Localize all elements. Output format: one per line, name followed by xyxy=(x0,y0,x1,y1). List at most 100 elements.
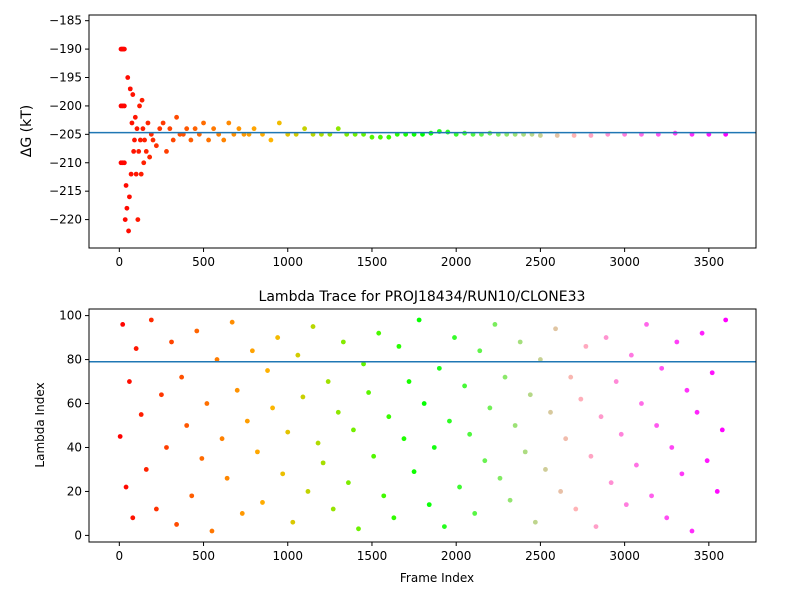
lambda-point xyxy=(138,412,144,417)
lambda-x-tick-label: 500 xyxy=(192,549,215,563)
free-energy-point xyxy=(129,120,135,126)
lambda-point xyxy=(361,361,366,367)
lambda-point xyxy=(558,489,564,494)
free-energy-point xyxy=(164,148,169,154)
lambda-point xyxy=(340,339,346,345)
free-energy-point xyxy=(167,126,173,132)
free-energy-point xyxy=(276,120,282,126)
lambda-point xyxy=(381,493,387,499)
free-energy-point xyxy=(127,86,133,92)
lambda-y-tick-label: 0 xyxy=(74,528,82,542)
lambda-point xyxy=(502,374,508,380)
free-energy-x-tick-label: 500 xyxy=(192,255,215,269)
lambda-point xyxy=(143,467,149,472)
free-energy-y-tick-label: −205 xyxy=(49,127,82,141)
lambda-y-tick-label: 60 xyxy=(67,397,82,411)
lambda-title: Lambda Trace for PROJ18434/RUN10/CLONE33 xyxy=(259,289,586,305)
lambda-point xyxy=(563,436,569,442)
lambda-point xyxy=(123,484,129,490)
lambda-point xyxy=(325,379,331,384)
lambda-point xyxy=(654,423,660,428)
lambda-point xyxy=(442,524,447,530)
free-energy-point xyxy=(128,171,134,177)
lambda-point xyxy=(249,348,255,354)
lambda-point xyxy=(300,394,306,400)
free-energy-point xyxy=(121,46,127,52)
free-energy-point xyxy=(138,171,144,177)
lambda-point xyxy=(477,348,483,354)
free-energy-point xyxy=(131,148,137,154)
lambda-point xyxy=(431,445,437,450)
free-energy-point xyxy=(184,126,190,132)
lambda-point xyxy=(159,392,164,398)
lambda-point xyxy=(356,526,361,532)
lambda-point xyxy=(644,321,649,327)
lambda-point xyxy=(613,379,619,384)
lambda-point xyxy=(628,352,634,358)
free-energy-point xyxy=(588,133,594,138)
free-energy-y-ticks: −185 −190 −195 −200 −205 −210 −215 −220 xyxy=(49,14,89,227)
free-energy-point xyxy=(571,133,577,138)
lambda-point xyxy=(699,330,705,336)
free-energy-y-tick-label: −190 xyxy=(49,42,82,56)
lambda-point xyxy=(386,414,392,420)
free-energy-point xyxy=(157,126,163,132)
free-energy-point xyxy=(170,137,176,143)
lambda-point xyxy=(224,475,230,481)
lambda-point xyxy=(426,502,432,508)
lambda-point xyxy=(280,471,286,477)
lambda-point xyxy=(553,326,558,332)
lambda-point xyxy=(664,515,670,521)
free-energy-point xyxy=(135,217,141,222)
lambda-point xyxy=(260,500,265,505)
free-energy-point xyxy=(125,75,131,80)
lambda-point xyxy=(674,339,680,345)
lambda-point xyxy=(285,429,291,435)
lambda-point xyxy=(492,321,498,327)
free-energy-point xyxy=(133,171,139,177)
lambda-point xyxy=(623,502,629,508)
lambda-point xyxy=(184,423,190,428)
lambda-x-tick-label: 2000 xyxy=(441,549,472,563)
lambda-point xyxy=(704,458,710,464)
free-energy-point xyxy=(192,126,198,132)
lambda-point xyxy=(436,365,442,371)
lambda-point xyxy=(295,352,301,358)
free-energy-y-tick-label: −185 xyxy=(49,14,82,28)
free-energy-point xyxy=(226,120,232,126)
lambda-point xyxy=(164,445,169,450)
free-energy-point xyxy=(145,120,151,126)
lambda-point xyxy=(639,401,644,406)
lambda-point xyxy=(447,418,452,424)
free-energy-point xyxy=(377,134,383,140)
lambda-point xyxy=(234,387,240,393)
free-energy-point xyxy=(121,160,127,166)
lambda-point xyxy=(659,365,665,371)
lambda-point xyxy=(391,515,397,521)
free-energy-point xyxy=(251,126,257,132)
lambda-point xyxy=(305,489,311,494)
free-energy-point xyxy=(206,137,211,143)
lambda-point xyxy=(578,396,584,402)
lambda-plot-frame xyxy=(88,308,757,543)
free-energy-y-tick-label: −195 xyxy=(49,71,82,85)
free-energy-point xyxy=(137,137,143,143)
lambda-point xyxy=(527,392,533,398)
free-energy-y-tick-label: −210 xyxy=(49,156,82,170)
lambda-y-tick-label: 80 xyxy=(67,353,82,367)
lambda-point xyxy=(462,383,468,389)
free-energy-x-tick-label: 2500 xyxy=(525,255,556,269)
lambda-point xyxy=(275,335,281,340)
free-energy-point xyxy=(211,126,217,132)
lambda-point xyxy=(179,374,185,380)
lambda-point xyxy=(472,511,478,516)
lambda-point xyxy=(189,493,195,499)
lambda-point xyxy=(618,431,624,437)
free-energy-points xyxy=(118,46,729,234)
free-energy-point xyxy=(201,120,206,126)
free-energy-point xyxy=(121,103,127,109)
lambda-panel: Lambda Trace for PROJ18434/RUN10/CLONE33… xyxy=(33,289,757,585)
free-energy-point xyxy=(160,120,166,126)
free-energy-point xyxy=(153,143,159,149)
